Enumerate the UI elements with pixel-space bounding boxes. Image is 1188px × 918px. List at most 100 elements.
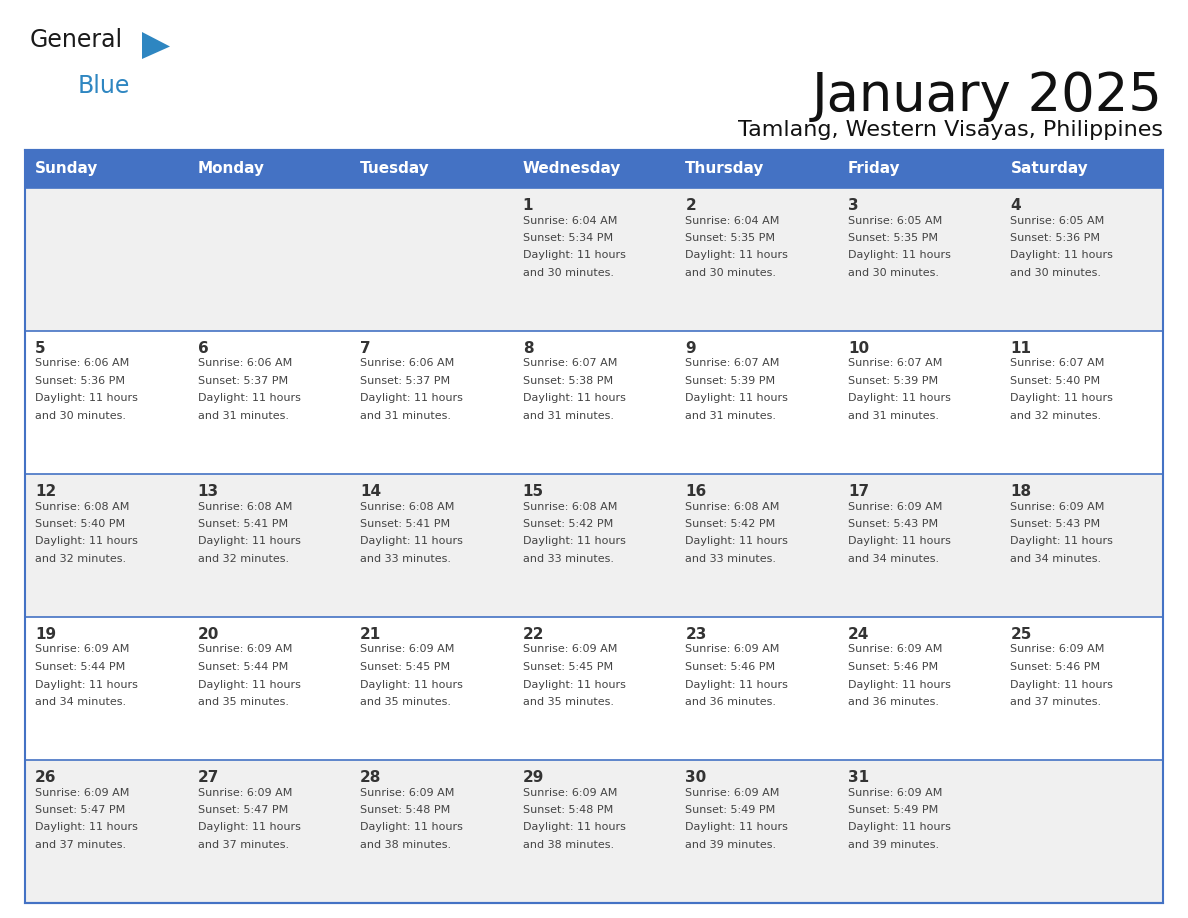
Text: Sunrise: 6:08 AM: Sunrise: 6:08 AM bbox=[34, 501, 129, 511]
Text: Sunset: 5:49 PM: Sunset: 5:49 PM bbox=[848, 805, 939, 815]
Text: and 34 minutes.: and 34 minutes. bbox=[34, 697, 126, 707]
Polygon shape bbox=[143, 32, 170, 59]
Text: and 36 minutes.: and 36 minutes. bbox=[685, 697, 776, 707]
Text: Sunset: 5:45 PM: Sunset: 5:45 PM bbox=[360, 662, 450, 672]
Text: Sunset: 5:36 PM: Sunset: 5:36 PM bbox=[1011, 233, 1100, 243]
Text: and 31 minutes.: and 31 minutes. bbox=[197, 411, 289, 421]
Text: Sunrise: 6:09 AM: Sunrise: 6:09 AM bbox=[34, 788, 129, 798]
Text: and 37 minutes.: and 37 minutes. bbox=[197, 840, 289, 850]
Text: 30: 30 bbox=[685, 770, 707, 785]
Text: Sunset: 5:49 PM: Sunset: 5:49 PM bbox=[685, 805, 776, 815]
Text: Sunrise: 6:07 AM: Sunrise: 6:07 AM bbox=[1011, 359, 1105, 368]
Text: Sunrise: 6:08 AM: Sunrise: 6:08 AM bbox=[360, 501, 455, 511]
Text: and 31 minutes.: and 31 minutes. bbox=[848, 411, 939, 421]
Text: Daylight: 11 hours: Daylight: 11 hours bbox=[848, 536, 950, 546]
Text: and 32 minutes.: and 32 minutes. bbox=[1011, 411, 1101, 421]
Text: Daylight: 11 hours: Daylight: 11 hours bbox=[34, 536, 138, 546]
Text: 9: 9 bbox=[685, 341, 696, 356]
Text: Daylight: 11 hours: Daylight: 11 hours bbox=[523, 536, 626, 546]
Text: 3: 3 bbox=[848, 198, 859, 213]
Text: Sunrise: 6:04 AM: Sunrise: 6:04 AM bbox=[523, 216, 617, 226]
Text: Sunrise: 6:08 AM: Sunrise: 6:08 AM bbox=[197, 501, 292, 511]
Text: Daylight: 11 hours: Daylight: 11 hours bbox=[360, 823, 463, 833]
Text: Sunrise: 6:05 AM: Sunrise: 6:05 AM bbox=[848, 216, 942, 226]
Bar bbox=[25, 617, 1163, 760]
Text: Daylight: 11 hours: Daylight: 11 hours bbox=[34, 394, 138, 404]
Text: and 30 minutes.: and 30 minutes. bbox=[523, 268, 614, 278]
Text: Sunset: 5:37 PM: Sunset: 5:37 PM bbox=[197, 376, 287, 386]
Text: and 35 minutes.: and 35 minutes. bbox=[523, 697, 614, 707]
Text: Sunset: 5:44 PM: Sunset: 5:44 PM bbox=[34, 662, 125, 672]
Text: Daylight: 11 hours: Daylight: 11 hours bbox=[360, 536, 463, 546]
Text: and 31 minutes.: and 31 minutes. bbox=[360, 411, 451, 421]
Text: and 38 minutes.: and 38 minutes. bbox=[523, 840, 614, 850]
Text: 4: 4 bbox=[1011, 198, 1020, 213]
Text: Daylight: 11 hours: Daylight: 11 hours bbox=[197, 394, 301, 404]
Text: Sunset: 5:41 PM: Sunset: 5:41 PM bbox=[197, 519, 287, 529]
Text: Daylight: 11 hours: Daylight: 11 hours bbox=[34, 823, 138, 833]
Text: Sunset: 5:42 PM: Sunset: 5:42 PM bbox=[685, 519, 776, 529]
Bar bbox=[25, 150, 1163, 903]
Text: Sunrise: 6:07 AM: Sunrise: 6:07 AM bbox=[523, 359, 617, 368]
Text: Sunset: 5:47 PM: Sunset: 5:47 PM bbox=[34, 805, 125, 815]
Text: Sunset: 5:35 PM: Sunset: 5:35 PM bbox=[848, 233, 937, 243]
Text: Sunset: 5:48 PM: Sunset: 5:48 PM bbox=[523, 805, 613, 815]
Text: Sunrise: 6:09 AM: Sunrise: 6:09 AM bbox=[197, 644, 292, 655]
Text: and 33 minutes.: and 33 minutes. bbox=[360, 554, 451, 564]
Text: and 31 minutes.: and 31 minutes. bbox=[685, 411, 776, 421]
Text: 22: 22 bbox=[523, 627, 544, 642]
Bar bbox=[25, 760, 1163, 903]
Text: and 30 minutes.: and 30 minutes. bbox=[685, 268, 776, 278]
Text: Sunset: 5:35 PM: Sunset: 5:35 PM bbox=[685, 233, 776, 243]
Bar bbox=[25, 474, 1163, 617]
Text: 31: 31 bbox=[848, 770, 868, 785]
Text: January 2025: January 2025 bbox=[813, 70, 1163, 122]
Text: and 33 minutes.: and 33 minutes. bbox=[523, 554, 614, 564]
Text: Sunset: 5:44 PM: Sunset: 5:44 PM bbox=[197, 662, 287, 672]
Text: 1: 1 bbox=[523, 198, 533, 213]
Text: Daylight: 11 hours: Daylight: 11 hours bbox=[1011, 394, 1113, 404]
Text: and 30 minutes.: and 30 minutes. bbox=[848, 268, 939, 278]
Text: Sunset: 5:48 PM: Sunset: 5:48 PM bbox=[360, 805, 450, 815]
Text: Daylight: 11 hours: Daylight: 11 hours bbox=[1011, 536, 1113, 546]
Text: and 34 minutes.: and 34 minutes. bbox=[848, 554, 939, 564]
Text: Daylight: 11 hours: Daylight: 11 hours bbox=[523, 394, 626, 404]
Text: Daylight: 11 hours: Daylight: 11 hours bbox=[1011, 679, 1113, 689]
Text: and 34 minutes.: and 34 minutes. bbox=[1011, 554, 1101, 564]
Text: Sunrise: 6:06 AM: Sunrise: 6:06 AM bbox=[360, 359, 454, 368]
Text: Daylight: 11 hours: Daylight: 11 hours bbox=[360, 394, 463, 404]
Text: Sunrise: 6:09 AM: Sunrise: 6:09 AM bbox=[360, 644, 455, 655]
Text: Sunrise: 6:09 AM: Sunrise: 6:09 AM bbox=[685, 788, 779, 798]
Text: Sunrise: 6:07 AM: Sunrise: 6:07 AM bbox=[848, 359, 942, 368]
Text: 25: 25 bbox=[1011, 627, 1032, 642]
Text: 10: 10 bbox=[848, 341, 868, 356]
Text: Sunrise: 6:09 AM: Sunrise: 6:09 AM bbox=[360, 788, 455, 798]
Text: 21: 21 bbox=[360, 627, 381, 642]
Text: Tamlang, Western Visayas, Philippines: Tamlang, Western Visayas, Philippines bbox=[738, 120, 1163, 140]
Text: Daylight: 11 hours: Daylight: 11 hours bbox=[685, 251, 788, 261]
Text: 14: 14 bbox=[360, 484, 381, 499]
Text: Sunrise: 6:09 AM: Sunrise: 6:09 AM bbox=[1011, 644, 1105, 655]
Text: Sunrise: 6:08 AM: Sunrise: 6:08 AM bbox=[523, 501, 617, 511]
Text: and 31 minutes.: and 31 minutes. bbox=[523, 411, 614, 421]
Text: 15: 15 bbox=[523, 484, 544, 499]
Bar bbox=[25, 150, 1163, 188]
Text: Daylight: 11 hours: Daylight: 11 hours bbox=[685, 394, 788, 404]
Text: Sunrise: 6:09 AM: Sunrise: 6:09 AM bbox=[848, 788, 942, 798]
Text: Sunset: 5:46 PM: Sunset: 5:46 PM bbox=[685, 662, 776, 672]
Text: and 37 minutes.: and 37 minutes. bbox=[1011, 697, 1101, 707]
Text: Daylight: 11 hours: Daylight: 11 hours bbox=[848, 679, 950, 689]
Text: Sunset: 5:43 PM: Sunset: 5:43 PM bbox=[848, 519, 939, 529]
Text: 26: 26 bbox=[34, 770, 57, 785]
Text: Sunset: 5:42 PM: Sunset: 5:42 PM bbox=[523, 519, 613, 529]
Text: Sunset: 5:46 PM: Sunset: 5:46 PM bbox=[848, 662, 939, 672]
Text: Sunrise: 6:07 AM: Sunrise: 6:07 AM bbox=[685, 359, 779, 368]
Text: 8: 8 bbox=[523, 341, 533, 356]
Text: Sunday: Sunday bbox=[34, 162, 99, 176]
Text: and 35 minutes.: and 35 minutes. bbox=[197, 697, 289, 707]
Text: and 32 minutes.: and 32 minutes. bbox=[34, 554, 126, 564]
Text: Tuesday: Tuesday bbox=[360, 162, 430, 176]
Text: Friday: Friday bbox=[848, 162, 901, 176]
Text: and 33 minutes.: and 33 minutes. bbox=[685, 554, 776, 564]
Text: 24: 24 bbox=[848, 627, 870, 642]
